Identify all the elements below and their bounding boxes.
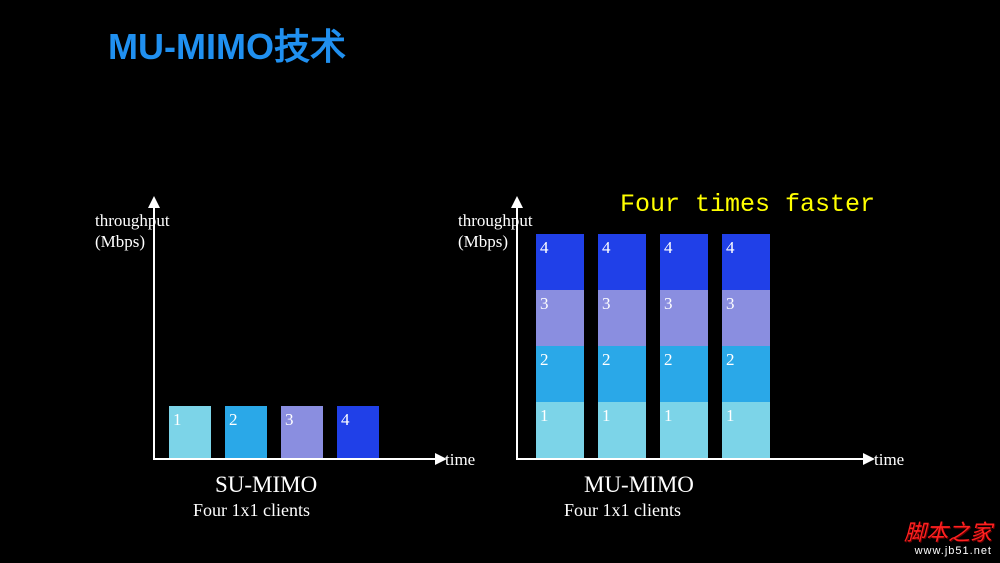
y-axis-arrow	[148, 196, 160, 208]
bar-segment: 3	[660, 290, 708, 346]
chart-su-mimo: throughput (Mbps) time 1234 SU-MIMO Four…	[95, 210, 425, 480]
bar-segment: 4	[722, 234, 770, 290]
y-axis-arrow	[511, 196, 523, 208]
bar-segment: 1	[660, 402, 708, 458]
x-axis	[516, 458, 866, 460]
watermark-top: 脚本之家	[904, 521, 992, 545]
bar-group: 1234123412341234	[536, 210, 784, 458]
y-axis	[153, 202, 155, 460]
bar-segment: 2	[225, 406, 267, 458]
bar-segment: 4	[337, 406, 379, 458]
bar-segment: 2	[598, 346, 646, 402]
headline-text: Four times faster	[620, 190, 875, 219]
y-axis	[516, 202, 518, 460]
bar-column: 1234	[660, 234, 708, 458]
bar-segment: 4	[660, 234, 708, 290]
bar-segment: 1	[536, 402, 584, 458]
bar-column: 1234	[598, 234, 646, 458]
x-axis	[153, 458, 438, 460]
y-axis-label: throughput (Mbps)	[458, 210, 533, 253]
bar-segment: 2	[722, 346, 770, 402]
chart-subtitle: Four 1x1 clients	[564, 500, 681, 521]
bar-column: 4	[337, 406, 379, 458]
chart-title: MU-MIMO	[584, 472, 694, 498]
bar-segment: 1	[169, 406, 211, 458]
bar-column: 2	[225, 406, 267, 458]
bar-segment: 1	[598, 402, 646, 458]
bar-segment: 2	[536, 346, 584, 402]
bar-group: 1234	[169, 210, 393, 458]
x-axis-label: time	[874, 450, 904, 470]
bar-column: 1234	[536, 234, 584, 458]
bar-column: 3	[281, 406, 323, 458]
bar-segment: 3	[598, 290, 646, 346]
bar-segment: 2	[660, 346, 708, 402]
page-title: MU-MIMO技术	[108, 18, 346, 70]
bar-segment: 4	[536, 234, 584, 290]
chart-mu-mimo: throughput (Mbps) time 1234123412341234 …	[458, 210, 878, 480]
bar-segment: 3	[722, 290, 770, 346]
bar-column: 1	[169, 406, 211, 458]
watermark: 脚本之家 www.jb51.net	[904, 521, 992, 557]
bar-segment: 3	[281, 406, 323, 458]
watermark-url: www.jb51.net	[904, 545, 992, 557]
chart-subtitle: Four 1x1 clients	[193, 500, 310, 521]
y-axis-label: throughput (Mbps)	[95, 210, 170, 253]
chart-title: SU-MIMO	[215, 472, 317, 498]
bar-segment: 4	[598, 234, 646, 290]
bar-segment: 1	[722, 402, 770, 458]
bar-column: 1234	[722, 234, 770, 458]
bar-segment: 3	[536, 290, 584, 346]
